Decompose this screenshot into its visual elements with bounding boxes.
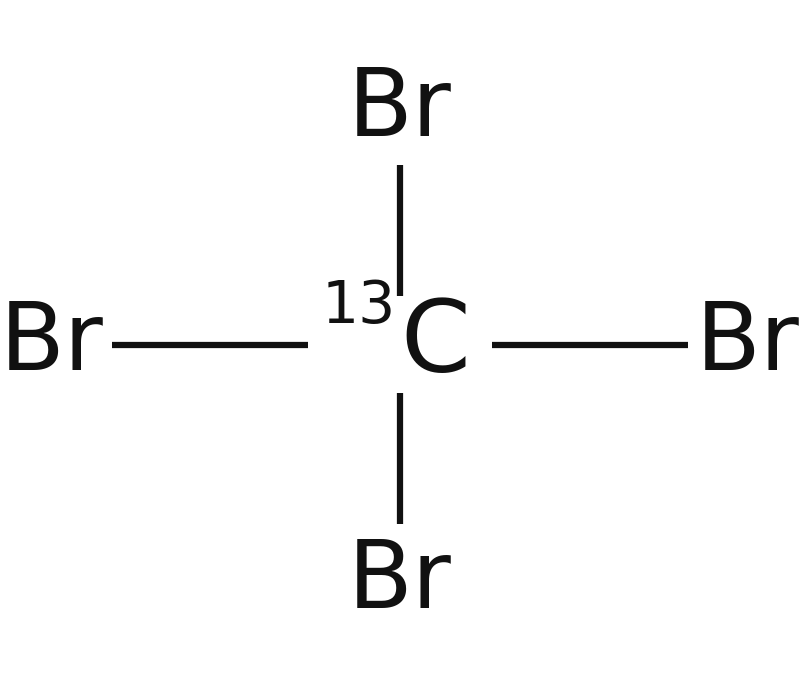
Text: C: C xyxy=(400,296,470,393)
Text: 13: 13 xyxy=(322,278,396,335)
Text: Br: Br xyxy=(696,298,800,391)
Text: Br: Br xyxy=(348,536,452,628)
Text: Br: Br xyxy=(0,298,104,391)
Text: Br: Br xyxy=(348,64,452,156)
